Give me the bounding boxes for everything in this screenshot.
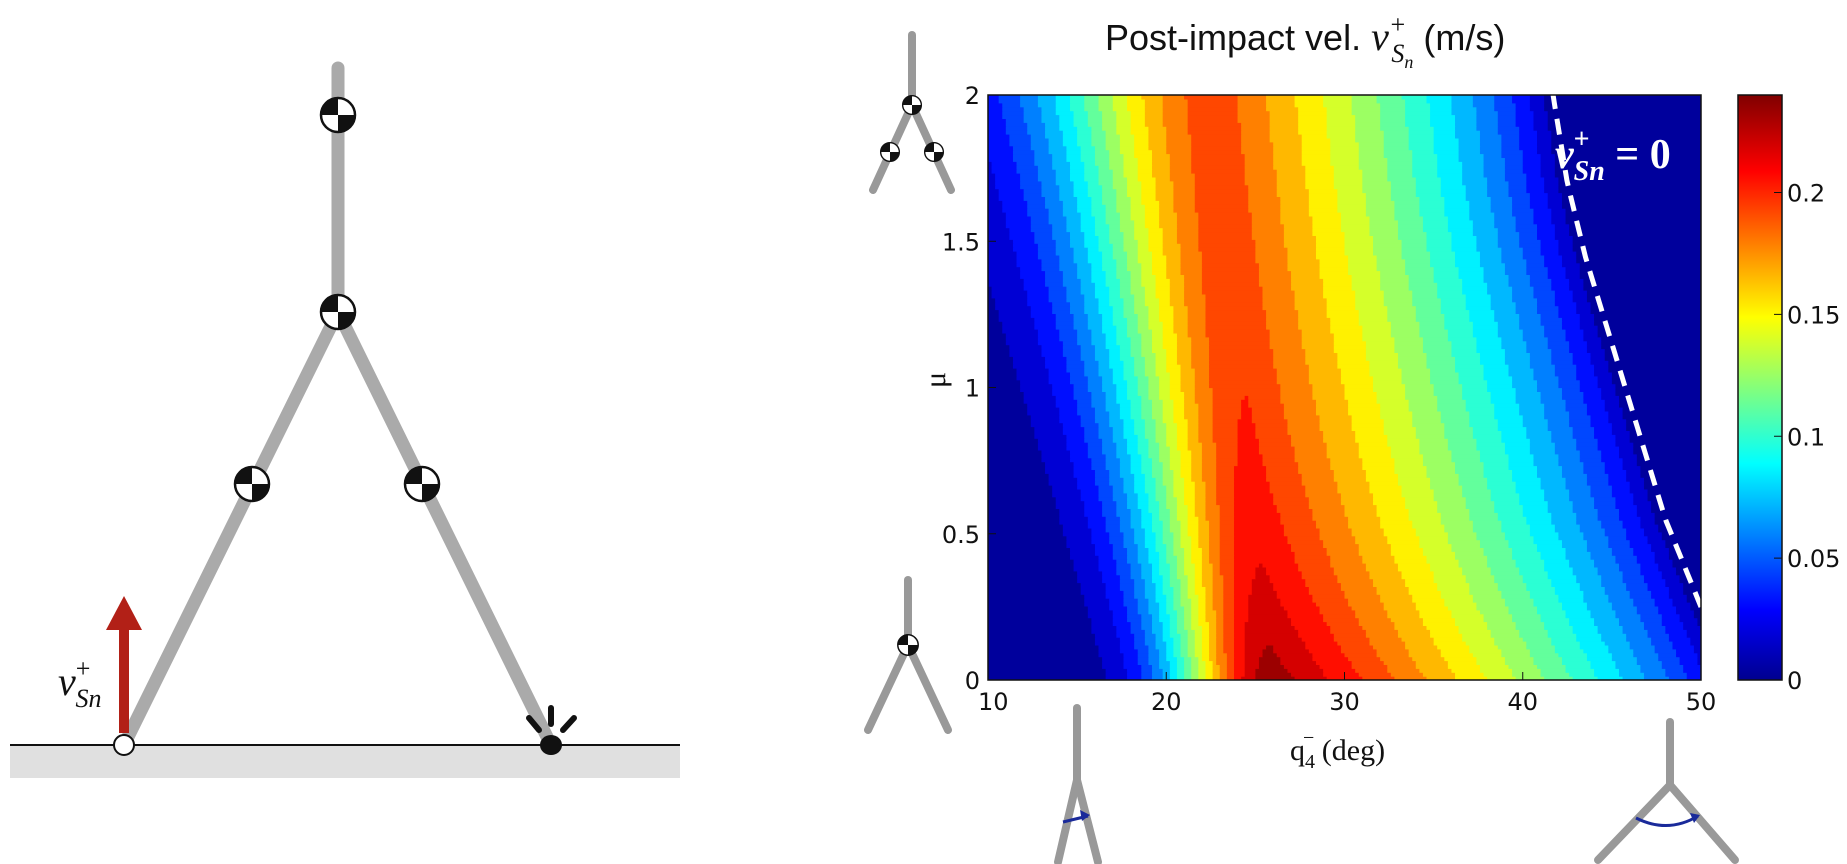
glyph-x-right <box>1594 718 1739 864</box>
stance-leg <box>117 305 345 752</box>
x-axis-label: q4− (deg) <box>1290 727 1385 773</box>
contour-plot: 10 20 30 40 50 0 0.5 1 1.5 2 v+ Sn = 0 <box>942 82 1716 716</box>
y-tick-label: 0.5 <box>942 521 980 549</box>
glyph-top-left <box>869 31 955 194</box>
stance-foot-icon <box>113 734 135 756</box>
x-tick-label: 10 <box>978 688 1009 716</box>
glyph-bottom-left <box>864 576 952 734</box>
velocity-label: v+ Sn <box>58 654 101 713</box>
x-tick-label: 30 <box>1329 688 1360 716</box>
x-tick-label: 40 <box>1507 688 1538 716</box>
x-tick-label: 20 <box>1151 688 1182 716</box>
x-tick-label: 50 <box>1686 688 1717 716</box>
chart-title: Post-impact vel. v+ Sn (m/s) <box>1105 10 1505 72</box>
swing-leg <box>331 305 558 752</box>
y-tick-label: 2 <box>965 82 980 110</box>
y-axis-label: μ <box>919 372 952 388</box>
colorbar-tick-label: 0.15 <box>1787 301 1840 329</box>
y-tick-label: 0 <box>965 667 980 695</box>
torso-mass-icon <box>319 96 357 134</box>
colorbar: 0 0.05 0.1 0.15 0.2 <box>1737 94 1840 695</box>
colorbar-tick-label: 0.05 <box>1787 545 1840 573</box>
stance-leg-mass-icon <box>233 465 271 503</box>
svg-text:Post-impact vel. v+Sn (m/s): Post-impact vel. v+ Sn (m/s) <box>1105 10 1505 72</box>
ground <box>10 745 680 778</box>
glyph-x-left <box>1054 704 1102 864</box>
colorbar-tick-label: 0.2 <box>1787 180 1825 208</box>
colorbar-gradient <box>1737 94 1783 681</box>
y-axis: 0 0.5 1 1.5 2 <box>942 82 996 695</box>
colorbar-tick-label: 0 <box>1787 667 1802 695</box>
walker-diagram: v+ Sn <box>10 61 680 778</box>
zero-velocity-boundary <box>1550 95 1701 608</box>
x-axis: 10 20 30 40 50 <box>978 672 1716 716</box>
velocity-arrow <box>106 596 142 733</box>
swing-leg-mass-icon <box>403 465 441 503</box>
zero-boundary-label: v+ Sn = 0 <box>1555 124 1671 187</box>
impact-foot-icon <box>526 705 577 755</box>
y-tick-label: 1 <box>965 375 980 403</box>
colorbar-tick-label: 0.1 <box>1787 423 1825 451</box>
y-tick-label: 1.5 <box>942 228 980 256</box>
hip-mass-icon <box>319 293 357 331</box>
